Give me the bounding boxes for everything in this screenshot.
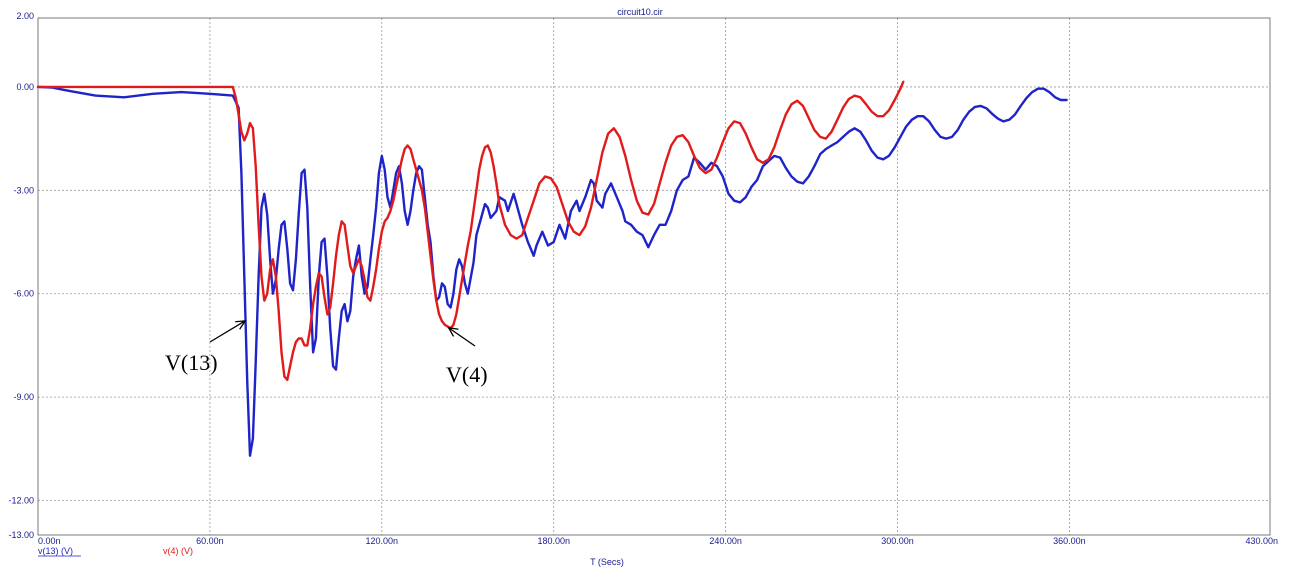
x-tick-label: 120.00n <box>366 536 399 546</box>
x-tick-labels: 0.00n 60.00n 120.00n 180.00n 240.00n 300.00n 3… <box>38 536 1278 546</box>
y-tick-label: -13.00 <box>8 530 34 540</box>
annotations: V(13) V(4) <box>165 320 488 387</box>
y-tick-label: -9.00 <box>13 392 34 402</box>
annotation-arrowhead <box>235 320 247 330</box>
series-line-v13 <box>36 85 1068 457</box>
y-tick-label: 0.00 <box>16 82 34 92</box>
x-tick-label: 360.00n <box>1053 536 1086 546</box>
legend-entry-v13: v(13) (V) <box>38 546 73 556</box>
x-tick-label: 60.00n <box>196 536 224 546</box>
legend-entry-v4: v(4) (V) <box>163 546 193 556</box>
x-tick-label: 180.00n <box>537 536 570 546</box>
annotation-label: V(13) <box>165 350 218 375</box>
annotation-label: V(4) <box>446 362 488 387</box>
annotation-arrowhead <box>447 326 459 337</box>
series-lines <box>36 80 1068 457</box>
plot-border <box>37 17 1271 536</box>
y-tick-label: -6.00 <box>13 289 34 299</box>
y-tick-label: -3.00 <box>13 185 34 195</box>
plot-frame <box>37 17 1271 536</box>
chart-title: circuit10.cir <box>617 7 663 17</box>
series-line-v4 <box>36 80 905 382</box>
y-tick-label: 2.00 <box>16 11 34 21</box>
x-axis-title: T (Secs) <box>590 557 624 567</box>
y-tick-label: -12.00 <box>8 496 34 506</box>
annotation-arrow <box>209 320 246 343</box>
legend: v(13) (V) v(4) (V) <box>38 546 193 557</box>
x-tick-label: 430.00n <box>1245 536 1278 546</box>
x-tick-label: 300.00n <box>881 536 914 546</box>
grid <box>38 18 1270 535</box>
x-tick-label: 240.00n <box>709 536 742 546</box>
annotation-arrow <box>448 327 476 347</box>
y-tick-labels: 2.00 0.00 -3.00 -6.00 -9.00 -12.00 -13.00 <box>8 11 34 540</box>
x-tick-label: 0.00n <box>38 536 61 546</box>
